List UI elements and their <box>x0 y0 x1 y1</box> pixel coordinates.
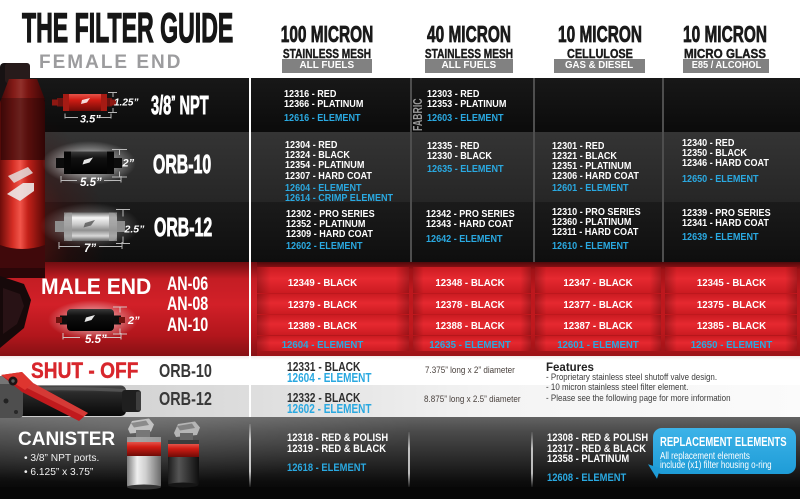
svg-text:2.5”: 2.5” <box>124 224 146 236</box>
svg-text:5.5”: 5.5” <box>80 177 102 189</box>
svg-text:2”: 2” <box>127 315 140 327</box>
svg-text:7”: 7” <box>84 243 96 255</box>
svg-text:5.5”: 5.5” <box>85 334 107 346</box>
svg-text:1.25”: 1.25” <box>114 98 138 109</box>
svg-text:3.5”: 3.5” <box>80 114 101 126</box>
svg-text:2”: 2” <box>122 158 135 170</box>
